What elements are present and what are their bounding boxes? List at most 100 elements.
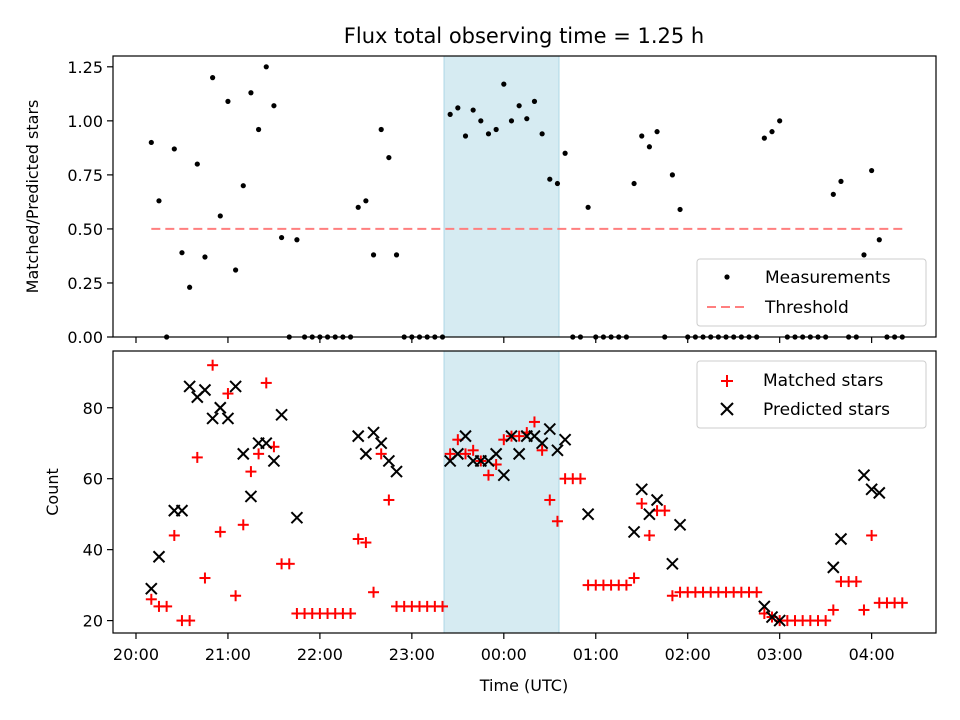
predicted-star-stroke (352, 429, 365, 443)
x-tick-label: 21:00 (205, 645, 251, 664)
predicted-star-point (390, 465, 403, 478)
predicted-star-point (635, 483, 648, 496)
matched-star-point (230, 590, 242, 602)
shaded-interval (443, 350, 560, 634)
predicted-star-point (512, 447, 526, 461)
measurement-point (501, 81, 507, 87)
measurement-point (478, 118, 484, 124)
y-tick-label: 0.25 (67, 274, 103, 293)
top-legend-box (696, 258, 927, 327)
matched-star-point (191, 451, 203, 463)
top-legend: Measurements Threshold (696, 258, 927, 327)
measurement-point (547, 176, 553, 182)
predicted-star-stroke (773, 614, 786, 627)
x-tick-label: 00:00 (481, 645, 527, 664)
measurement-point (278, 234, 285, 241)
predicted-star-stroke (290, 511, 304, 524)
predicted-star-point (214, 401, 227, 414)
matched-star-point (850, 576, 862, 588)
predicted-star-point (359, 447, 373, 461)
matched-star-point (214, 526, 226, 538)
measurement-point (370, 252, 377, 258)
matched-star-point (858, 604, 870, 616)
predicted-star-points (145, 380, 886, 627)
measurement-point (508, 118, 515, 124)
measurement-point (669, 172, 675, 178)
matched-star-point (368, 586, 380, 598)
measurement-point (585, 204, 591, 210)
matched-star-point (375, 448, 387, 460)
predicted-star-point (152, 550, 166, 563)
measurement-point (294, 237, 300, 243)
predicted-star-stroke (198, 383, 212, 397)
matched-star-point (666, 590, 678, 602)
predicted-star-stroke (635, 483, 648, 496)
predicted-star-stroke (145, 582, 158, 595)
measurement-point (179, 250, 185, 256)
measurement-point (248, 90, 254, 96)
predicted-star-stroke (267, 454, 281, 468)
y-tick-label: 0.75 (67, 166, 103, 185)
measurement-point (838, 178, 844, 184)
predicted-star-stroke (275, 408, 288, 422)
measurement-point (171, 146, 177, 152)
matched-star-point (283, 558, 295, 570)
matched-star-point (168, 529, 180, 541)
matched-star-point (467, 444, 479, 456)
measurement-point (654, 129, 660, 135)
predicted-star-point (673, 518, 687, 532)
predicted-star-point (865, 483, 878, 496)
predicted-star-stroke (551, 444, 564, 457)
matched-star-point (751, 586, 763, 598)
measurement-point (378, 126, 384, 133)
predicted-star-stroke (650, 493, 664, 507)
shaded-interval (443, 55, 560, 338)
predicted-star-point (873, 486, 886, 500)
bottom-axes-frame (112, 350, 937, 634)
matched-star-point (145, 593, 157, 605)
matched-star-point (184, 615, 196, 627)
measurement-point (539, 131, 545, 137)
matched-star-point (536, 444, 548, 456)
y-tick-label: 80 (83, 399, 103, 418)
y-tick-label: 20 (83, 612, 103, 631)
matched-star-point (620, 579, 632, 591)
bottom-y-axis-label: Count (43, 468, 62, 516)
predicted-star-stroke (175, 504, 189, 517)
predicted-star-point (666, 557, 679, 571)
predicted-star-stroke (359, 447, 373, 461)
measurement-point (455, 105, 461, 111)
predicted-star-point (244, 490, 258, 503)
measurement-point (876, 237, 882, 243)
predicted-star-point (551, 444, 564, 457)
measurement-point (240, 183, 246, 189)
predicted-star-point (489, 447, 503, 461)
predicted-star-point (237, 447, 250, 461)
measurement-point (233, 267, 239, 273)
ratio-panel: 0.00 0.25 0.50 0.75 1.00 1.25 Matched/Predict… (23, 55, 937, 347)
bottom-x-ticks: 20:00 21:00 22:00 23:00 00:00 01:00 02:00 03:00… (113, 633, 895, 664)
measurement-point (393, 252, 400, 258)
predicted-star-stroke (221, 412, 235, 425)
y-tick-label: 40 (83, 541, 103, 560)
measurement-point (861, 252, 867, 258)
matched-star-point (643, 529, 655, 541)
y-tick-label: 60 (83, 470, 103, 489)
predicted-star-stroke (827, 561, 840, 574)
predicted-star-point (175, 504, 189, 517)
legend-predicted-label: Predicted stars (763, 400, 890, 420)
matched-star-point (544, 494, 556, 506)
matched-star-point (207, 359, 219, 371)
matched-star-point (345, 607, 357, 619)
matched-star-point (866, 529, 878, 541)
predicted-star-stroke (543, 422, 556, 436)
predicted-star-stroke (873, 486, 886, 500)
predicted-star-point (198, 383, 212, 397)
x-tick-label: 04:00 (849, 645, 895, 664)
matched-star-point (628, 572, 640, 584)
predicted-star-stroke (758, 600, 771, 613)
x-tick-label: 22:00 (297, 645, 343, 664)
predicted-star-point (758, 600, 771, 613)
matched-star-point (528, 416, 540, 428)
measurement-point (631, 180, 637, 187)
